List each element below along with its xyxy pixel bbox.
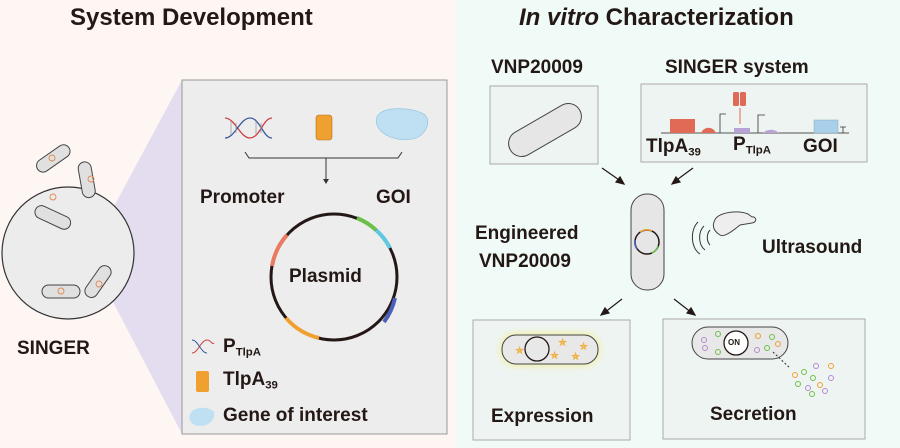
circuit-goi: GOI (803, 136, 838, 157)
expression-label: Expression (491, 406, 594, 427)
promoter-label: Promoter (200, 187, 285, 208)
on-label: ON (728, 338, 740, 347)
on-plasmid (723, 330, 749, 356)
culture-dish (1, 144, 135, 320)
title-rest: Characterization (599, 4, 794, 31)
ultrasound-icon (691, 211, 757, 255)
goi-label: GOI (376, 187, 411, 208)
genetic-circuit (661, 92, 849, 134)
legend-orange-block-icon (196, 371, 209, 392)
circuit-promoter: PTlpA (733, 134, 771, 157)
svg-text:☆: ☆ (572, 352, 579, 361)
svg-text:☆: ☆ (559, 338, 566, 347)
expressing-cell (501, 334, 599, 365)
singer-label: SINGER (17, 338, 90, 359)
legend-dna-icon (191, 339, 215, 354)
engineered-line2: VNP20009 (479, 251, 571, 272)
protein-stars: ☆☆ ☆☆ ☆ (516, 338, 588, 362)
bracket-arrow (244, 151, 403, 180)
bacterium-icon (508, 103, 582, 158)
secreted-proteins (701, 331, 834, 397)
orange-block-icon (315, 114, 333, 141)
svg-text:☆: ☆ (551, 351, 558, 360)
secretion-label: Secretion (710, 404, 797, 425)
engineered-cell (630, 193, 665, 291)
flow-arrows (599, 167, 697, 316)
plasmid-ring (269, 212, 399, 342)
legend-gene: Gene of interest (223, 405, 368, 426)
legend-tlpa: TlpA39 (223, 369, 278, 392)
engineered-line1: Engineered (475, 223, 579, 244)
svg-text:☆: ☆ (516, 346, 523, 355)
blob-icon (375, 108, 429, 140)
dna-icon (224, 117, 273, 139)
legend-promoter: PTlpA (223, 336, 261, 359)
expression-plasmid (524, 336, 550, 362)
left-panel-title: System Development (70, 4, 313, 31)
title-italic: In vitro (519, 4, 600, 31)
zoom-wedge (112, 80, 182, 434)
svg-text:☆: ☆ (580, 342, 587, 351)
circuit-tlpa: TlpA39 (646, 136, 701, 159)
system-label: SINGER system (665, 57, 809, 78)
cell-plasmid (634, 229, 660, 255)
legend-blob-icon (189, 407, 215, 426)
ultrasound-label: Ultrasound (762, 237, 863, 258)
right-panel-title: In vitro Characterization (519, 4, 794, 32)
plasmid-label: Plasmid (289, 266, 362, 287)
strain-label: VNP20009 (491, 57, 583, 78)
